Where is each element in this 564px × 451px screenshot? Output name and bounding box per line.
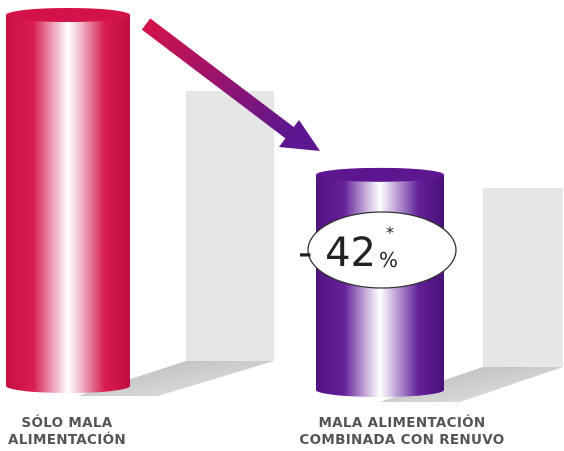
category-label-1-line-1: SÓLO MALA	[21, 413, 112, 431]
badge-unit: %	[379, 248, 398, 272]
bar-shadow-wall	[186, 91, 274, 361]
bar-shadow-wall	[483, 188, 563, 367]
bar-top-cap	[6, 8, 130, 22]
bar-base	[6, 379, 130, 393]
bar-top-cap	[316, 167, 444, 182]
bar-base	[316, 383, 444, 397]
badge-value: - 42	[298, 230, 376, 276]
category-label-2-line-2: COMBINADA CON RENUVO	[299, 432, 504, 448]
bar-body	[6, 15, 130, 386]
reduction-badge: - 42 % *	[298, 211, 457, 289]
category-label-1-line-2: ALIMENTACIÓN	[8, 430, 126, 448]
decrease-arrow	[141, 18, 320, 151]
bar	[6, 8, 130, 393]
badge-asterisk: *	[386, 223, 394, 242]
category-label-2-line-1: MALA ALIMENTACIÓN	[318, 413, 485, 431]
